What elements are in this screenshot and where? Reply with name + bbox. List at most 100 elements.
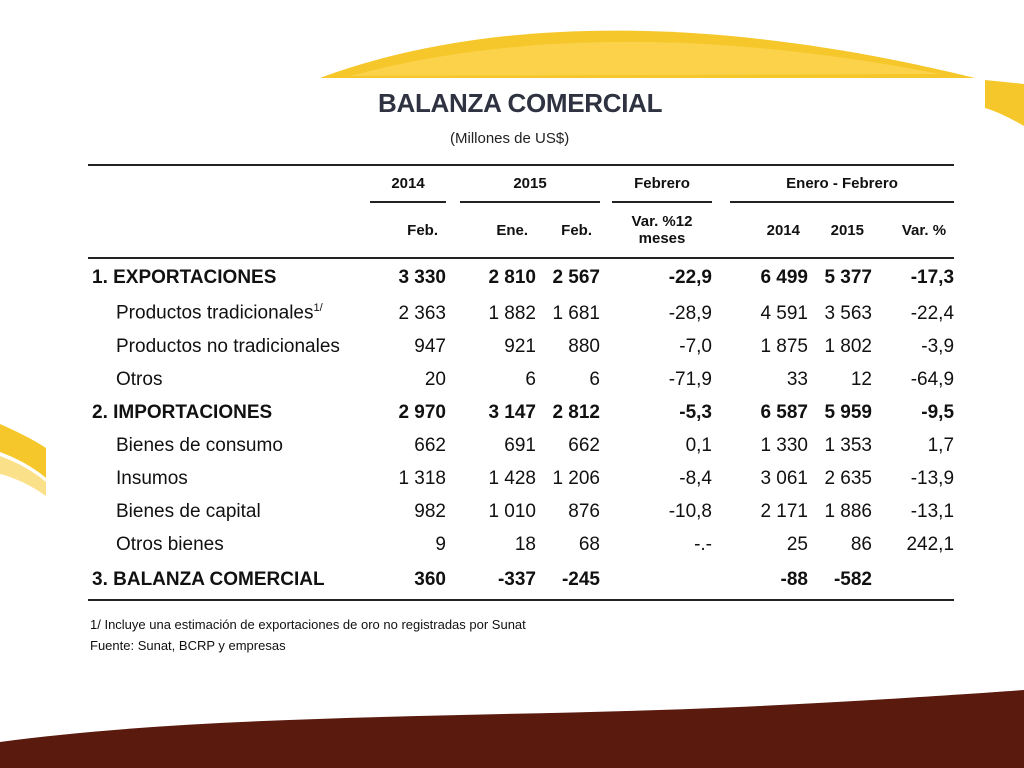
cell-var: 242,1 [906, 533, 955, 555]
table-row: 1. EXPORTACIONES 3 330 2 810 2 567 -22,9… [88, 258, 954, 297]
cell-feb14: 982 [414, 500, 446, 522]
header-var-12-meses: Var. %12 meses [612, 202, 712, 259]
cell-ef14: 2 171 [760, 500, 808, 522]
row-label: 3. BALANZA COMERCIAL [88, 561, 370, 601]
cell-feb14: 360 [370, 561, 446, 601]
header-year-2014: 2014 [370, 164, 446, 203]
cell-feb15: -245 [536, 561, 600, 601]
cell-var12: -.- [694, 533, 712, 555]
cell-ef14: 1 330 [760, 434, 808, 456]
cell-var: 1,7 [927, 434, 955, 456]
cell-feb14: 2 970 [398, 401, 446, 423]
cell-feb14: 2 363 [398, 302, 446, 324]
table-row: Otros 20 6 6 -71,9 33 12 -64,9 [88, 363, 954, 396]
cell-ene15: 1 428 [488, 467, 536, 489]
cell-ef15: 86 [850, 533, 872, 555]
cell-feb14: 20 [424, 368, 446, 390]
header-var-12-line2: meses [638, 230, 686, 247]
left-yellow-stripe [0, 424, 46, 478]
cell-ene15: 1 882 [488, 302, 536, 324]
slide-subtitle: (Millones de US$) [450, 130, 570, 147]
cell-ene15: 691 [504, 434, 536, 456]
cell-ene15: 3 147 [488, 401, 536, 423]
slide-title: BALANZA COMERCIAL [378, 88, 663, 118]
footnote-marker: 1/ [313, 302, 323, 315]
cell-var: -22,4 [910, 302, 955, 324]
cell-var12: -5,3 [679, 401, 712, 423]
row-label: 1. EXPORTACIONES [92, 267, 277, 288]
cell-ef15: 12 [850, 368, 872, 390]
row-label: Bienes de capital [116, 500, 261, 522]
row-label: Productos tradicionales1/ [88, 297, 370, 330]
footnote: 1/ Incluye una estimación de exportacion… [90, 617, 526, 632]
cell-feb15: 68 [578, 533, 600, 555]
cell-ef14: 6 587 [760, 401, 808, 423]
cell-var: -9,5 [921, 401, 955, 423]
row-label: Productos no tradicionales [116, 335, 340, 357]
row-label: Otros [116, 368, 163, 390]
table-row: Bienes de consumo 662 691 662 0,1 1 330 … [88, 429, 954, 462]
header-enero-febrero: Enero - Febrero [730, 164, 955, 203]
source-note: Fuente: Sunat, BCRP y empresas [90, 638, 286, 653]
header-feb-2014: Feb. [370, 202, 446, 259]
cell-ef14: 25 [786, 533, 808, 555]
cell-ef14: -88 [730, 561, 808, 601]
header-ene-2015: Ene. [460, 202, 536, 259]
cell-feb15: 880 [568, 335, 600, 357]
cell-feb15: 2 567 [552, 267, 600, 288]
cell-ef15: 1 802 [824, 335, 872, 357]
cell-ene15: 921 [504, 335, 536, 357]
header-ef-2015: 2015 [808, 202, 872, 259]
cell-var: -64,9 [910, 368, 955, 390]
trade-balance-table: 2014 2015 Febrero Enero - Febrero Feb. E… [88, 164, 955, 601]
table-row: Otros bienes 9 18 68 -.- 25 86 242,1 [88, 528, 954, 561]
cell-var: -13,9 [910, 467, 955, 489]
cell-var12: -71,9 [668, 368, 712, 390]
header-var-12-line1: Var. %12 [631, 213, 693, 230]
cell-var12: -28,9 [668, 302, 712, 324]
cell-ef14: 1 875 [760, 335, 808, 357]
bottom-brown-wave [0, 690, 1024, 768]
table-row: Productos no tradicionales 947 921 880 -… [88, 330, 954, 363]
cell-var12 [612, 561, 712, 601]
cell-var: -17,3 [910, 267, 955, 288]
cell-var: -13,1 [910, 500, 955, 522]
cell-feb15: 876 [568, 500, 600, 522]
cell-ef15: 1 353 [824, 434, 872, 456]
top-yellow-swoosh-light [350, 41, 940, 76]
cell-feb15: 662 [568, 434, 600, 456]
table-row: Bienes de capital 982 1 010 876 -10,8 2 … [88, 495, 954, 528]
header-febrero: Febrero [612, 164, 712, 203]
cell-feb15: 2 812 [552, 401, 600, 423]
table-row: 2. IMPORTACIONES 2 970 3 147 2 812 -5,3 … [88, 396, 954, 429]
cell-var [872, 561, 955, 601]
right-yellow-stripe [985, 80, 1024, 126]
cell-var12: -22,9 [668, 267, 712, 288]
row-label: 2. IMPORTACIONES [92, 401, 273, 423]
cell-ef15: 5 377 [824, 267, 872, 288]
table-header-months: Feb. Ene. Feb. Var. %12 meses 2014 2015 … [88, 202, 955, 259]
cell-ene15: 18 [514, 533, 536, 555]
cell-ef14: 3 061 [760, 467, 808, 489]
table-notes: 1/ Incluye una estimación de exportacion… [90, 614, 526, 656]
cell-var12: -7,0 [679, 335, 712, 357]
cell-ef14: 6 499 [760, 267, 808, 288]
cell-ene15: 2 810 [488, 267, 536, 288]
cell-ef15: 1 886 [824, 500, 872, 522]
cell-feb15: 1 206 [552, 467, 600, 489]
cell-feb14: 947 [414, 335, 446, 357]
cell-var12: -8,4 [679, 467, 712, 489]
row-label-text: Productos tradicionales [116, 302, 314, 324]
header-ef-2014: 2014 [730, 202, 808, 259]
row-label: Otros bienes [116, 533, 224, 555]
cell-ef14: 4 591 [760, 302, 808, 324]
cell-feb14: 662 [414, 434, 446, 456]
cell-ef15: -582 [808, 561, 872, 601]
cell-feb14: 9 [435, 533, 446, 555]
cell-feb14: 1 318 [398, 467, 446, 489]
left-yellow-stripe-light [0, 456, 46, 496]
cell-ene15: -337 [460, 561, 536, 601]
table-row: 3. BALANZA COMERCIAL 360 -337 -245 -88 -… [88, 561, 955, 601]
row-label: Bienes de consumo [116, 434, 283, 456]
